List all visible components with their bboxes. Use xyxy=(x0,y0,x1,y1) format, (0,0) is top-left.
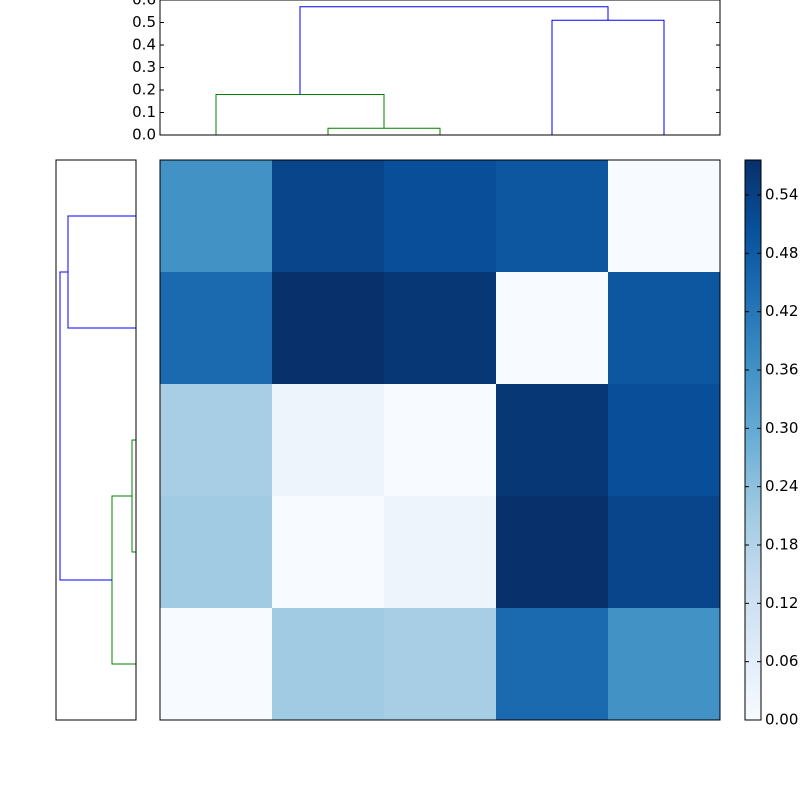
dendrogram-link xyxy=(59,271,112,581)
heatmap-cell xyxy=(608,160,721,273)
heatmap-cell xyxy=(496,160,609,273)
dendrogram-link xyxy=(551,19,665,135)
heatmap-cell xyxy=(160,272,273,385)
colorbar-tick-label: 0.18 xyxy=(765,536,798,554)
colorbar-tick-label: 0.30 xyxy=(765,419,798,437)
y-tick-label: 0.2 xyxy=(132,81,156,99)
colorbar-tick-label: 0.36 xyxy=(765,361,798,379)
heatmap-cell xyxy=(496,272,609,385)
heatmap-cell xyxy=(272,496,385,609)
heatmap-cell xyxy=(272,608,385,721)
heatmap-cell xyxy=(160,384,273,497)
heatmap-cell xyxy=(384,608,497,721)
heatmap-cell xyxy=(608,384,721,497)
heatmap-cell xyxy=(384,160,497,273)
colorbar-tick-label: 0.54 xyxy=(765,186,798,204)
heatmap-cell xyxy=(160,496,273,609)
dendrogram-link xyxy=(327,127,441,135)
heatmap-cell xyxy=(496,496,609,609)
heatmap-cell xyxy=(608,496,721,609)
heatmap-cell xyxy=(384,496,497,609)
y-tick-label: 0.4 xyxy=(132,36,156,54)
colorbar xyxy=(744,159,762,721)
dendrogram-link xyxy=(299,6,609,95)
heatmap-cell xyxy=(272,272,385,385)
dendrogram-link xyxy=(67,215,136,329)
y-tick-label: 0.5 xyxy=(132,13,156,31)
y-tick-label: 0.0 xyxy=(132,126,156,144)
heatmap-cell xyxy=(272,384,385,497)
y-tick-label: 0.3 xyxy=(132,58,156,76)
heatmap-cell xyxy=(160,160,273,273)
y-tick-label: 0.6 xyxy=(132,0,156,9)
heatmap-cell xyxy=(608,272,721,385)
y-tick-label: 0.1 xyxy=(132,103,156,121)
dendrogram-link xyxy=(215,94,385,135)
dendrogram-link xyxy=(131,439,136,553)
colorbar-tick-label: 0.42 xyxy=(765,302,798,320)
heatmap-cell xyxy=(496,384,609,497)
dendrogram-frame xyxy=(55,159,137,721)
colorbar-tick-label: 0.06 xyxy=(765,652,798,670)
heatmap-cell xyxy=(160,608,273,721)
heatmap-cell xyxy=(272,160,385,273)
colorbar-tick-label: 0.24 xyxy=(765,477,798,495)
colorbar-tick-label: 0.00 xyxy=(765,711,798,729)
colorbar-tick-label: 0.48 xyxy=(765,244,798,262)
heatmap-cell xyxy=(384,272,497,385)
heatmap-frame xyxy=(159,159,721,721)
heatmap-cell xyxy=(384,384,497,497)
colorbar-tick-label: 0.12 xyxy=(765,594,798,612)
heatmap-cell xyxy=(496,608,609,721)
heatmap-cell xyxy=(608,608,721,721)
